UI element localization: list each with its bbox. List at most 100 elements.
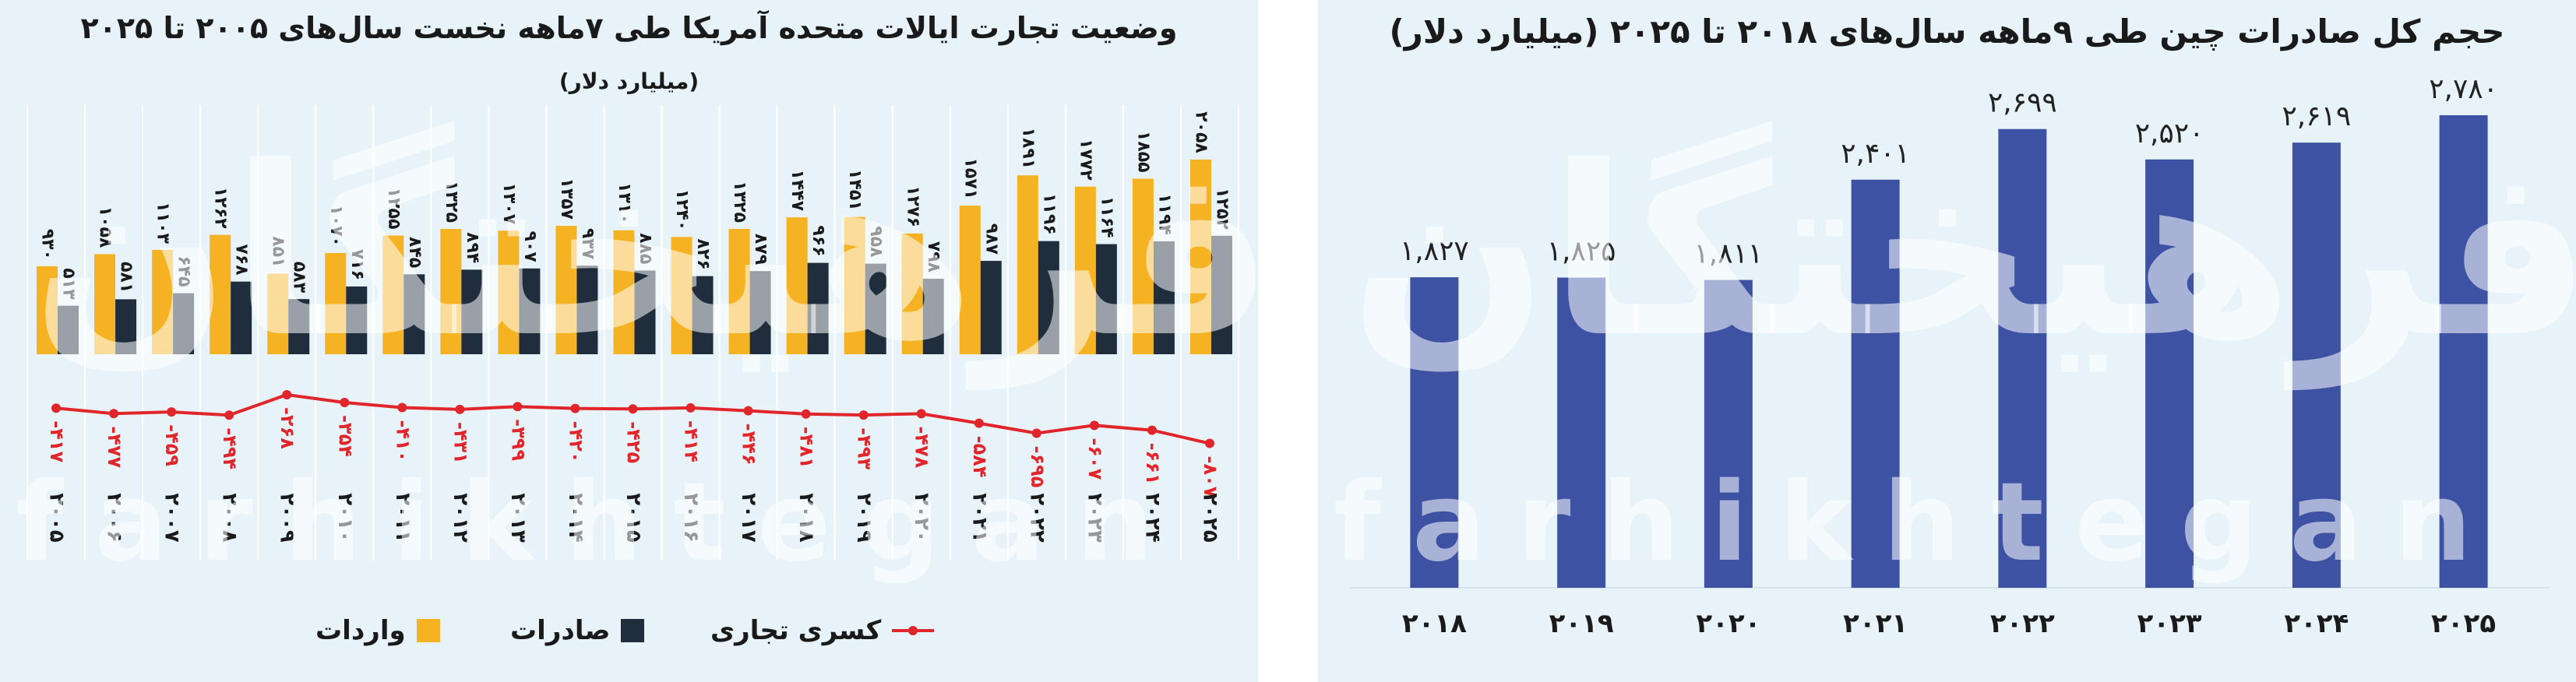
year-tick-label: ۲۰۰۶ [103, 493, 126, 542]
exports-value-label: ۸۴۵ [405, 237, 425, 268]
year-tick-label: ۲۰۱۹ [852, 493, 876, 543]
china-exports-panel: ۱,۸۲۷ ۲۰۱۸ ۱,۸۲۵ ۲۰۱۹ ۱,۸۱۱ ۲۰۲۰ ۲,۴۰۱ ۲۰۲۱ ۲,۶۹… [1318, 0, 2576, 682]
china-exports-chart: ۱,۸۲۷ ۲۰۱۸ ۱,۸۲۵ ۲۰۱۹ ۱,۸۱۱ ۲۰۲۰ ۲,۴۰۱ ۲۰۲۱ ۲,۶۹… [1349, 73, 2549, 639]
exports-bar [807, 262, 829, 354]
deficit-point [513, 402, 523, 412]
deficit-value-label: -۴۸۱ [796, 427, 818, 469]
deficit-value-label: -۴۷۷ [104, 426, 125, 468]
china-exports-value-label: ۲,۷۸۰ [2429, 73, 2498, 105]
legend-label-deficit: کسری تجاری [710, 615, 882, 646]
imports-value-label: ۱۰۷۰ [326, 205, 346, 247]
legend-swatch-deficit [892, 626, 935, 635]
year-tick-label: ۲۰۱۱ [391, 493, 414, 542]
deficit-point [858, 410, 869, 420]
imports-value-label: ۱۳۲۵ [442, 181, 461, 223]
exports-bar [576, 265, 598, 354]
deficit-point [628, 404, 638, 414]
imports-bar [613, 230, 635, 354]
year-tick-label: ۲۰۰۵ [45, 493, 69, 543]
imports-bar [210, 234, 231, 354]
us-trade-subtitle: (میلیارد دلار) [559, 69, 700, 94]
imports-value-label: ۱۳۰۷ [499, 182, 519, 224]
deficit-point [570, 403, 580, 413]
legend-label-imports: واردات [315, 615, 406, 646]
year-tick-label: ۲۰۲۰ [1696, 608, 1760, 639]
deficit-value-label: -۳۵۴ [334, 415, 356, 457]
imports-value-label: ۱۱۰۳ [153, 202, 173, 244]
imports-value-label: ۱۵۷۱ [960, 157, 980, 199]
exports-bar [865, 263, 886, 354]
imports-value-label: ۲۰۵۸ [1191, 111, 1210, 153]
deficit-value-label: -۶۰۷ [1084, 438, 1106, 480]
china-exports-bar [1704, 279, 1753, 588]
china-exports-value-label: ۲,۶۱۹ [2282, 100, 2351, 132]
deficit-value-label: -۸۰۷ [1200, 456, 1221, 498]
imports-bar [1017, 175, 1038, 354]
year-tick-label: ۲۰۱۴ [564, 493, 587, 542]
deficit-value-label: -۴۹۳ [854, 427, 876, 469]
year-tick-label: ۲۰۰۸ [218, 493, 241, 543]
china-exports-bar [1410, 277, 1459, 588]
deficit-point [397, 403, 407, 413]
china-exports-value-label: ۱,۸۲۷ [1400, 235, 1469, 267]
exports-value-label: ۸۷۹ [751, 234, 770, 265]
exports-bar [288, 299, 310, 354]
imports-value-label: ۹۳۰ [38, 229, 58, 260]
deficit-value-label: -۳۹۹ [507, 419, 529, 461]
imports-value-label: ۸۵۱ [269, 236, 288, 267]
imports-value-label: ۱۸۹۱ [1018, 128, 1038, 170]
deficit-point [455, 404, 465, 414]
china-exports-bar [2145, 159, 2194, 589]
deficit-point [974, 418, 984, 428]
year-tick-label: ۲۰۲۱ [967, 493, 991, 542]
imports-bar [786, 217, 808, 354]
exports-bar [461, 269, 483, 354]
imports-bar [325, 252, 347, 354]
exports-value-label: ۱۱۹۴ [1154, 193, 1174, 235]
deficit-value-label: -۴۱۷ [46, 420, 68, 462]
exports-value-label: ۹۶۶ [809, 225, 828, 256]
exports-value-label: ۹۳۷ [578, 228, 597, 260]
imports-bar [728, 229, 750, 354]
imports-value-label: ۱۰۵۸ [96, 206, 115, 248]
deficit-value-label: -۴۲۵ [623, 421, 645, 463]
imports-bar [1132, 178, 1154, 354]
exports-bar [403, 274, 425, 354]
exports-bar [346, 287, 368, 354]
deficit-value-label: -۶۹۵ [1027, 446, 1048, 488]
imports-value-label: ۱۳۲۵ [730, 181, 749, 223]
exports-bar [58, 305, 79, 354]
exports-bar [634, 270, 656, 354]
year-tick-label: ۲۰۲۲ [1025, 493, 1048, 543]
deficit-value-label: -۵۸۴ [969, 436, 991, 478]
legend-item-deficit: کسری تجاری [710, 615, 935, 646]
deficit-point [801, 409, 811, 419]
deficit-value-label: -۴۱۴ [681, 420, 703, 462]
china-exports-bar [1998, 128, 2047, 589]
deficit-point [109, 409, 119, 419]
year-tick-label: ۲۰۰۹ [276, 493, 299, 543]
exports-value-label: ۵۸۱ [117, 262, 136, 293]
year-tick-label: ۲۰۰۷ [160, 493, 184, 543]
year-tick-label: ۲۰۱۸ [1402, 608, 1467, 639]
exports-value-label: ۷۱۶ [347, 249, 367, 280]
year-tick-label: ۲۰۱۲ [449, 493, 472, 543]
year-tick-label: ۲۰۲۵ [2431, 608, 2496, 639]
legend-item-exports: صادرات [510, 615, 645, 646]
china-exports-value-label: ۲,۵۲۰ [2135, 118, 2204, 149]
year-tick-label: ۲۰۱۳ [506, 493, 530, 543]
exports-bar [519, 268, 541, 354]
deficit-point [282, 390, 292, 399]
china-exports-title: حجم کل صادرات چین طی ۹ماهه سال‌های ۲۰۱۸ … [1389, 12, 2505, 51]
china-exports-value-label: ۲,۴۰۱ [1841, 138, 1910, 170]
imports-bar [959, 206, 981, 354]
exports-value-label: ۵۸۳ [290, 262, 309, 294]
imports-value-label: ۱۲۵۵ [384, 188, 403, 230]
imports-bar [1189, 159, 1211, 354]
imports-value-label: ۱۸۵۵ [1133, 131, 1153, 173]
year-tick-label: ۲۰۱۹ [1549, 608, 1614, 639]
imports-bar [844, 216, 865, 354]
deficit-point [743, 406, 753, 416]
exports-bar [231, 281, 252, 354]
